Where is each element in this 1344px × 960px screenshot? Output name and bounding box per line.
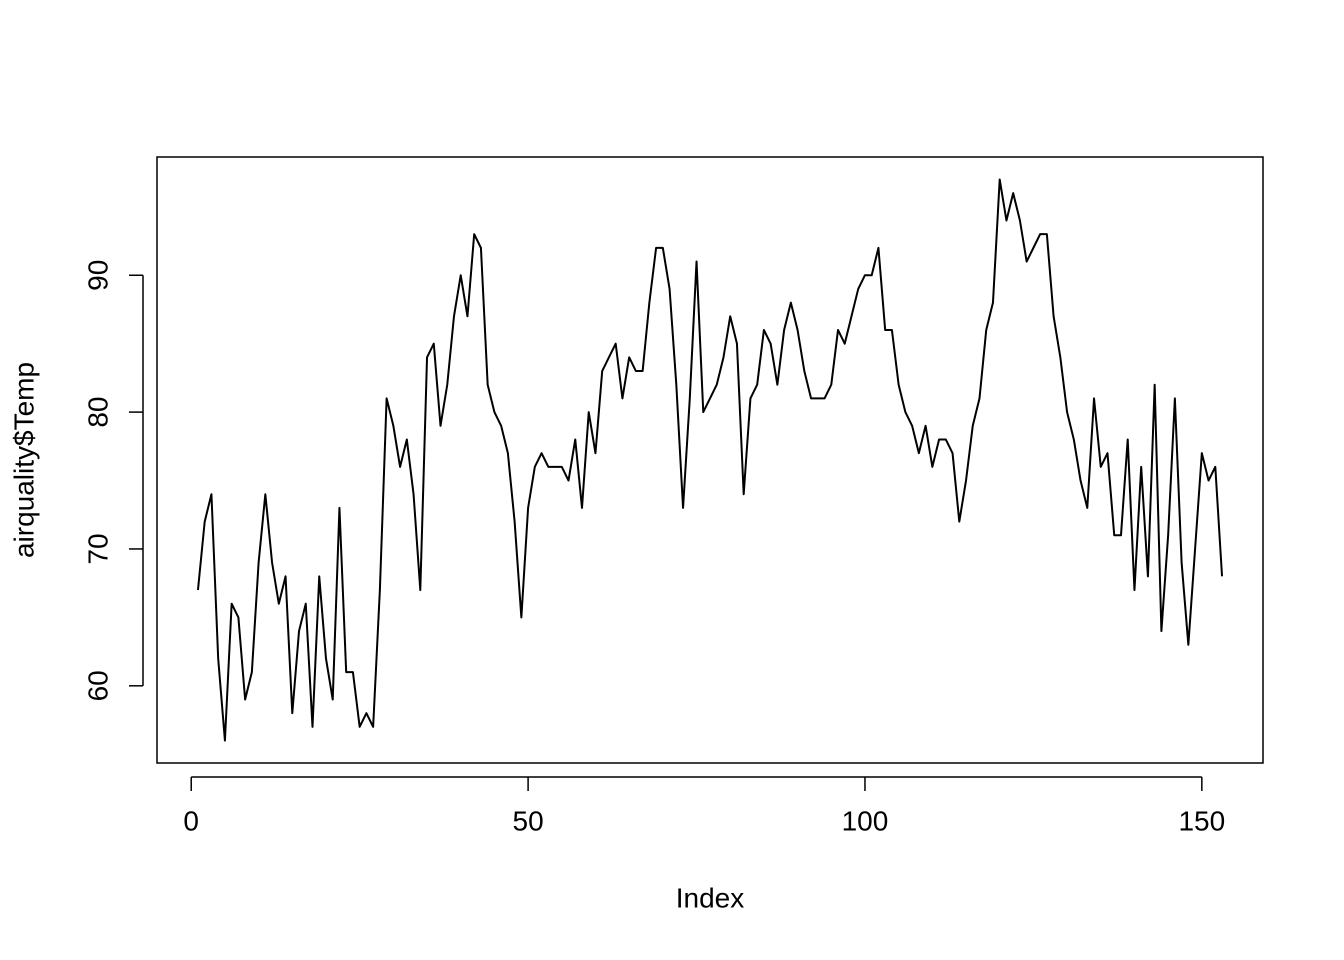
- x-tick-label: 0: [183, 805, 199, 836]
- x-axis-label: Index: [676, 882, 745, 913]
- data-line: [196, 178, 1224, 742]
- y-tick-label: 80: [82, 397, 113, 428]
- y-axis-label: airquality$Temp: [8, 362, 39, 558]
- y-tick-label: 90: [82, 260, 113, 291]
- y-tick-label: 60: [82, 670, 113, 701]
- x-tick-label: 100: [842, 805, 889, 836]
- y-tick-label: 70: [82, 533, 113, 564]
- x-tick-label: 50: [513, 805, 544, 836]
- x-tick-label: 150: [1178, 805, 1225, 836]
- plot-frame: [156, 156, 1264, 764]
